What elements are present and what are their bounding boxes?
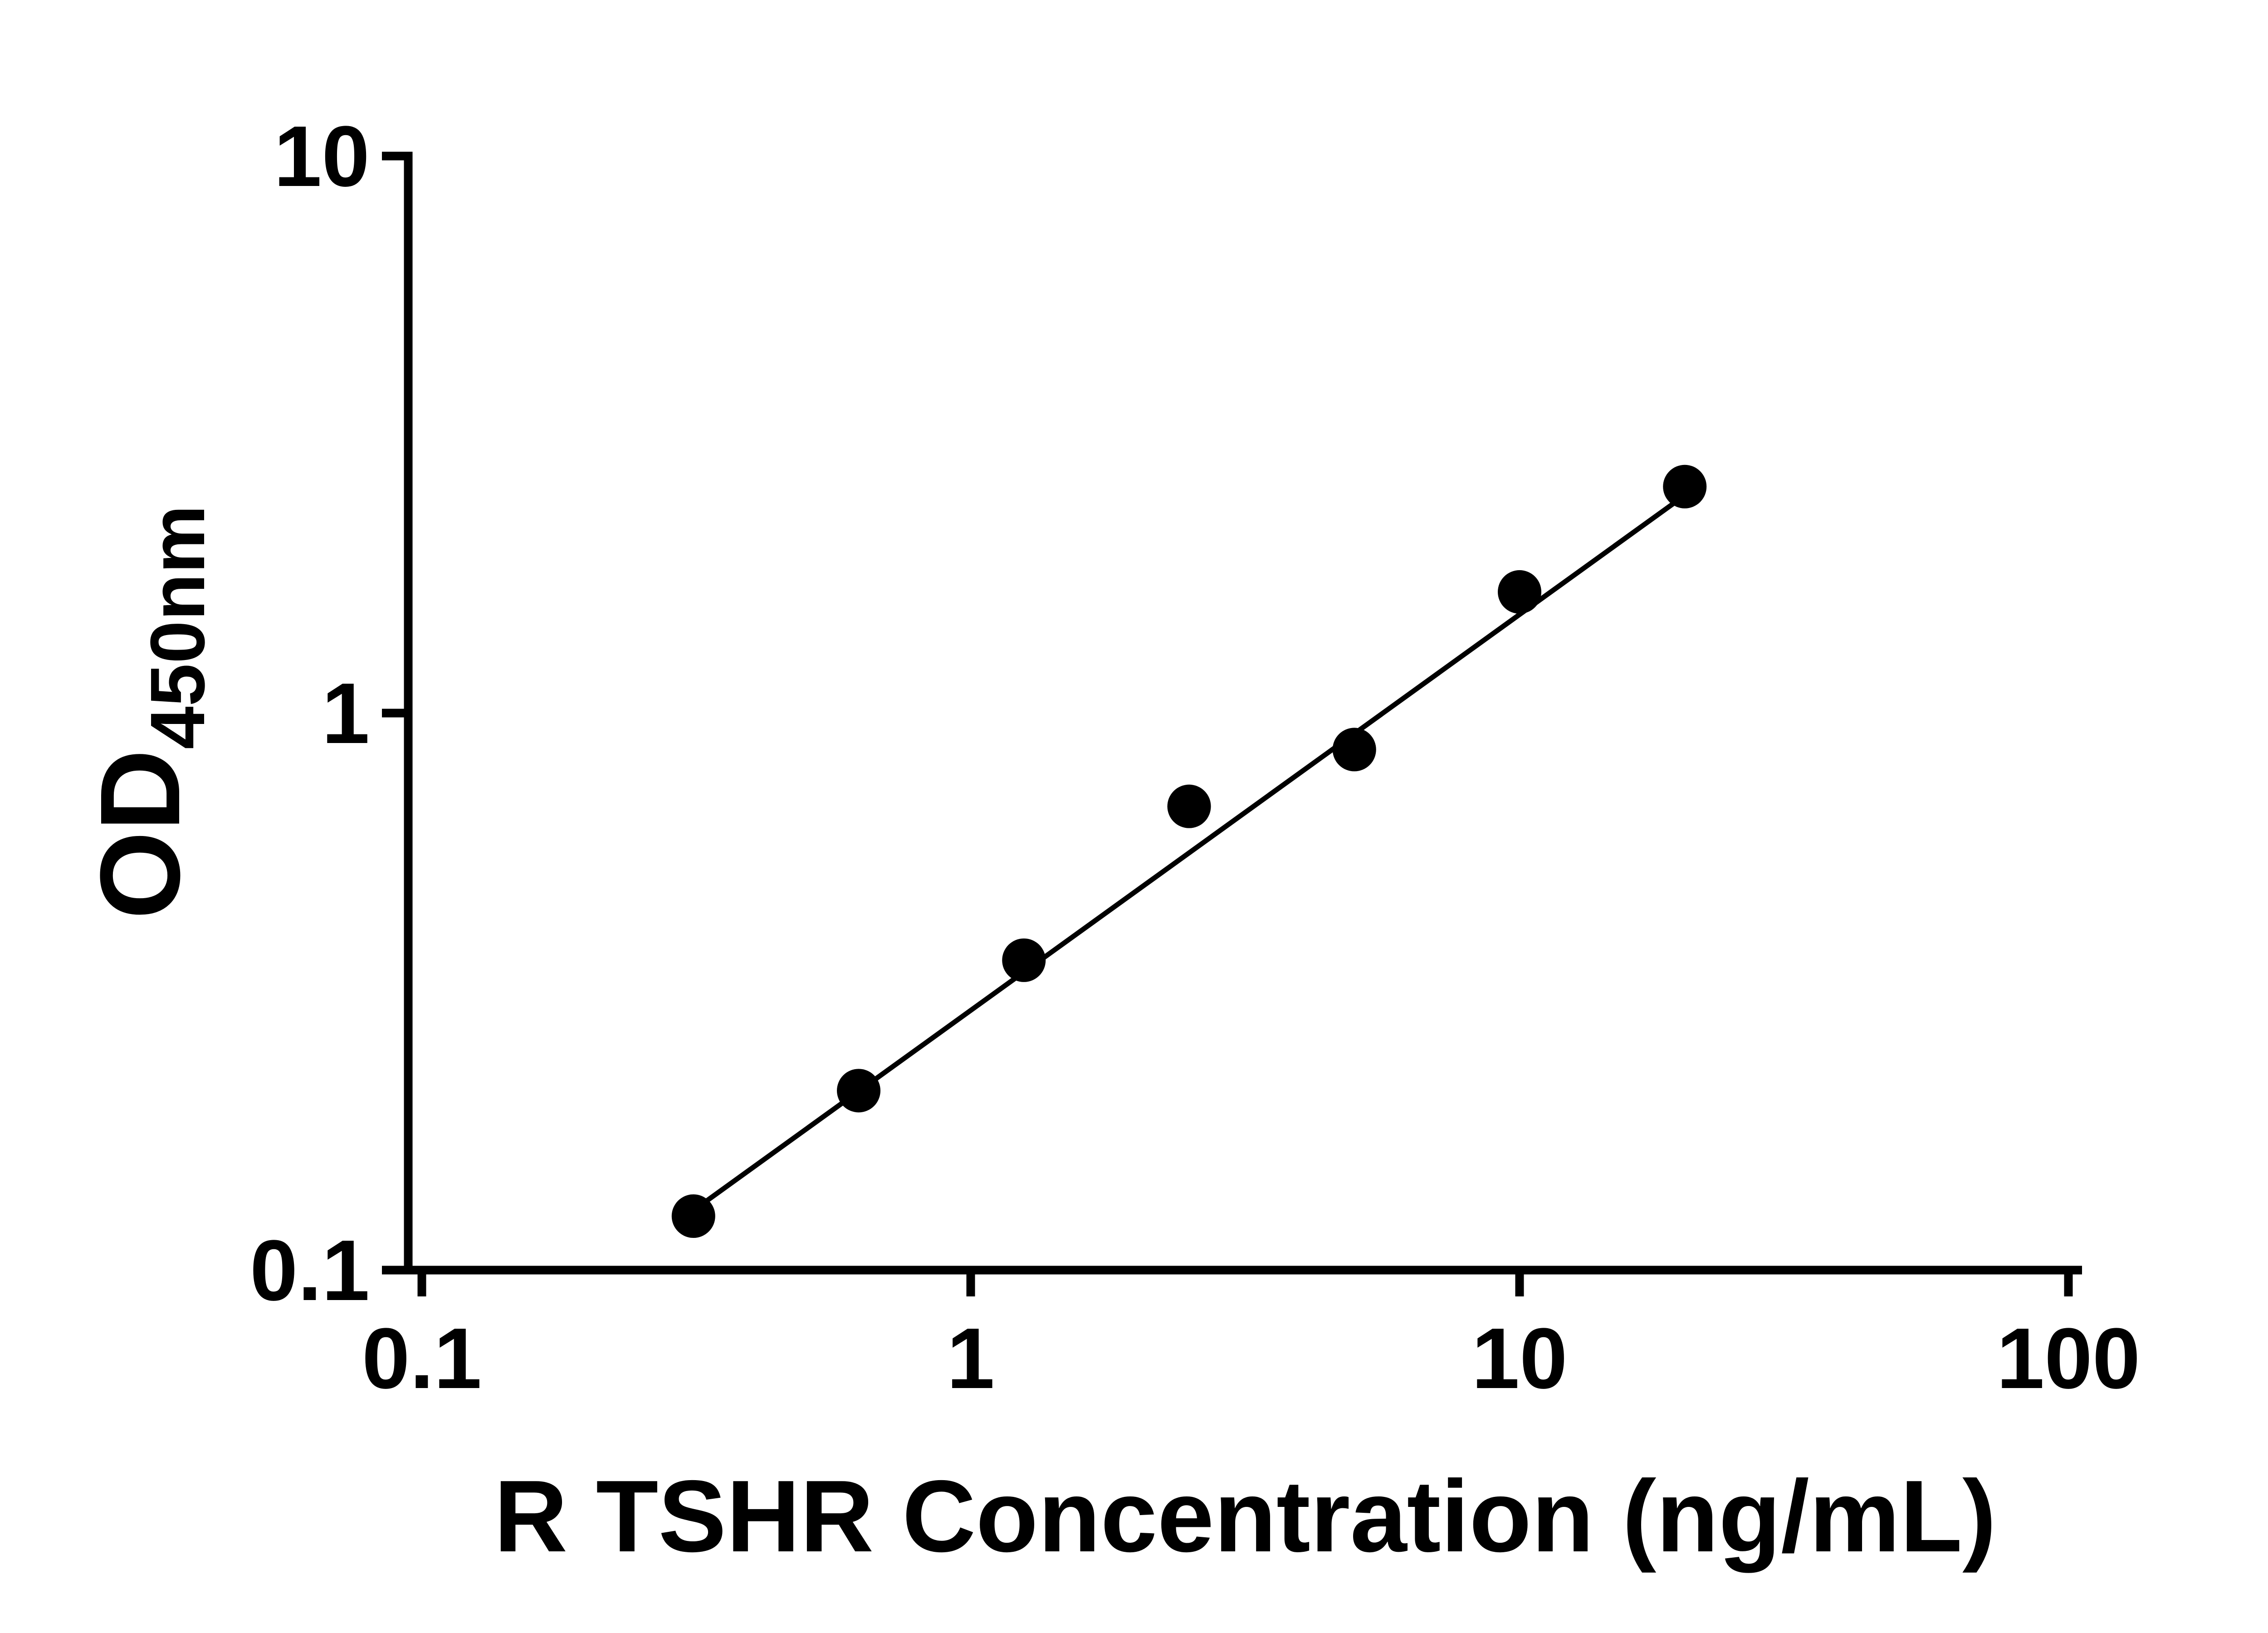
x-tick-label: 100 — [1996, 1310, 2140, 1407]
data-point — [671, 1194, 715, 1238]
tick-label-layer: 0.1 1 10 100 10 1 0.1 — [250, 108, 2141, 1407]
x-axis-title: R TSHR Concentration (ng/mL) — [494, 1459, 1996, 1573]
y-axis-title-main: OD — [77, 749, 203, 919]
x-tick-label: 0.1 — [362, 1310, 482, 1407]
data-point — [1498, 570, 1541, 614]
data-layer — [671, 464, 1707, 1238]
y-axis-title-subscript: 450nm — [135, 505, 221, 749]
x-tick-label: 10 — [1471, 1310, 1567, 1407]
data-point — [1002, 938, 1046, 982]
data-point — [1332, 728, 1376, 772]
data-point — [837, 1069, 881, 1113]
x-tick-label: 1 — [947, 1310, 995, 1407]
data-point — [1167, 784, 1211, 828]
y-tick-label: 1 — [322, 665, 370, 762]
data-point — [1663, 464, 1707, 508]
axes-layer — [404, 152, 2082, 1275]
y-axis-title: OD450nm — [77, 505, 221, 919]
y-tick-label: 0.1 — [250, 1222, 370, 1319]
y-tick-label: 10 — [274, 108, 370, 205]
tick-layer — [382, 152, 2073, 1296]
